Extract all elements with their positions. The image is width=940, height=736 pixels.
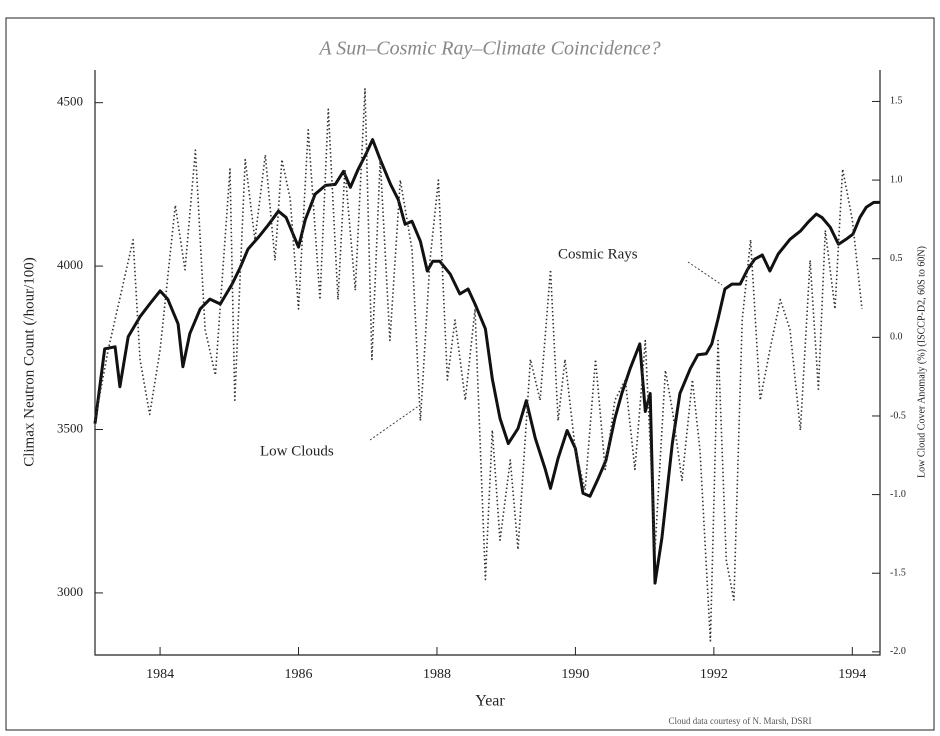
x-tick-label: 1988 <box>423 667 451 682</box>
series-line <box>94 88 863 642</box>
y2-axis-label: Low Cloud Cover Anomaly (%) (ISCCP-D2, 6… <box>916 246 927 478</box>
x-tick-label: 1986 <box>285 667 313 682</box>
x-axis-label: Year <box>475 693 505 710</box>
y2-tick-label: -2.0 <box>890 646 906 657</box>
footer: Cloud data courtesy of N. Marsh, DSRI <box>669 716 812 726</box>
x-tick-label: 1992 <box>700 667 728 682</box>
series-line <box>93 138 880 585</box>
y2-tick-label: 0.0 <box>890 332 903 343</box>
annotation: Low Clouds <box>260 443 334 459</box>
frame <box>5 17 935 731</box>
y-tick-label: 3500 <box>57 420 83 435</box>
x-tick-label: 1990 <box>561 667 589 682</box>
y-axis-label: Climax Neutron Count (/hour/100) <box>21 257 37 467</box>
annotation-arrow <box>687 261 723 286</box>
x-tick-label: 1994 <box>838 667 866 682</box>
annotation: Cosmic Rays <box>558 246 638 262</box>
y2-tick-label: -0.5 <box>890 410 906 421</box>
y-tick-label: 3000 <box>57 584 83 599</box>
y-tick-label: 4000 <box>57 257 83 272</box>
y2-tick-label: -1.5 <box>890 568 906 579</box>
y2-tick-label: 1.5 <box>890 96 903 107</box>
y2-tick-label: -1.0 <box>890 489 906 500</box>
annotation-arrow <box>369 404 421 441</box>
y2-tick-label: 1.0 <box>890 174 903 185</box>
x-tick-label: 1984 <box>146 667 174 682</box>
axes <box>94 70 881 656</box>
y2-tick-label: 0.5 <box>890 253 903 264</box>
chart-title: A Sun–Cosmic Ray–Climate Coincidence? <box>317 38 660 60</box>
y-tick-label: 4500 <box>57 94 83 109</box>
